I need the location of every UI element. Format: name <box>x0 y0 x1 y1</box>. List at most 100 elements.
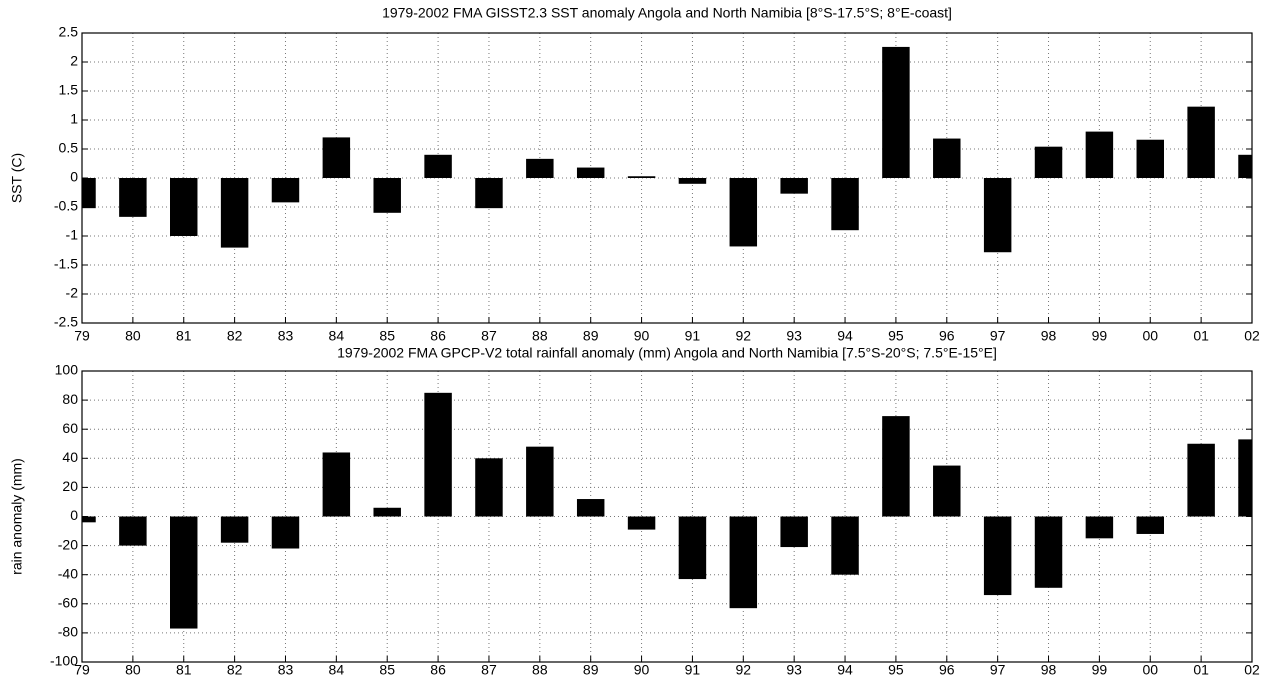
x-tick-label: 90 <box>634 328 650 344</box>
bar <box>729 516 758 609</box>
y-tick-label: 1.5 <box>59 82 79 98</box>
bar <box>1034 516 1063 588</box>
y-tick-label: 2.5 <box>59 24 79 40</box>
x-tick-label: 84 <box>329 662 345 678</box>
y-tick-label: 2 <box>70 53 78 69</box>
x-tick-label: 95 <box>888 328 904 344</box>
bar <box>1085 516 1114 539</box>
x-tick-label: 91 <box>685 662 701 678</box>
x-tick-label: 90 <box>634 662 650 678</box>
bar <box>119 178 147 217</box>
x-tick-label: 84 <box>329 328 345 344</box>
bar <box>475 178 503 209</box>
x-tick-label: 82 <box>227 662 243 678</box>
x-tick-label: 83 <box>278 662 294 678</box>
x-tick-label: 86 <box>430 328 446 344</box>
x-tick-label: 87 <box>481 662 497 678</box>
bar <box>271 178 300 203</box>
y-tick-label: -40 <box>58 565 78 581</box>
bar <box>322 137 351 178</box>
x-tick-label: 91 <box>685 328 701 344</box>
bar <box>882 46 910 178</box>
plot-frame <box>81 32 1253 324</box>
bar <box>678 516 707 580</box>
bar <box>119 516 147 546</box>
x-tick-label: 97 <box>990 662 1006 678</box>
y-tick-label: -1.5 <box>54 256 78 272</box>
x-tick-label: 85 <box>379 328 395 344</box>
y-tick-label: 100 <box>55 362 79 378</box>
y-tick-label: -2 <box>66 285 79 301</box>
bar <box>729 178 758 247</box>
x-tick-label: 94 <box>837 662 853 678</box>
bar <box>1136 139 1164 178</box>
bar <box>983 178 1012 253</box>
bar <box>933 138 961 178</box>
x-tick-label: 92 <box>736 662 752 678</box>
bar <box>627 176 656 178</box>
bar <box>220 178 249 248</box>
bar <box>1085 131 1114 178</box>
bar <box>526 158 554 178</box>
bar <box>1187 106 1215 178</box>
x-tick-label: 93 <box>786 328 802 344</box>
x-tick-label: 00 <box>1142 328 1158 344</box>
x-tick-label: 80 <box>125 328 141 344</box>
x-tick-label: 88 <box>532 328 548 344</box>
bar <box>933 465 961 517</box>
bar <box>1187 443 1215 517</box>
x-tick-label: 95 <box>888 662 904 678</box>
bars <box>82 392 1252 629</box>
bar <box>882 416 910 517</box>
y-axis-label: rain anomaly (mm) <box>9 458 25 575</box>
bar <box>220 516 249 543</box>
y-tick-label: 1 <box>70 111 78 127</box>
bar <box>831 516 859 575</box>
x-tick-label: 96 <box>939 662 955 678</box>
bar <box>576 499 605 517</box>
y-tick-label: 60 <box>62 420 78 436</box>
bar <box>271 516 300 549</box>
y-tick-label: 20 <box>62 478 78 494</box>
y-tick-label: -20 <box>58 536 78 552</box>
x-tick-label: 87 <box>481 328 497 344</box>
x-tick-label: 00 <box>1142 662 1158 678</box>
bar <box>831 178 859 231</box>
chart-title: 1979-2002 FMA GISST2.3 SST anomaly Angol… <box>382 5 952 21</box>
x-tick-label: 93 <box>786 662 802 678</box>
y-tick-label: 40 <box>62 449 78 465</box>
x-tick-label: 92 <box>736 328 752 344</box>
x-tick-label: 88 <box>532 662 548 678</box>
x-tick-label: 80 <box>125 662 141 678</box>
bar <box>170 178 198 236</box>
bar <box>1238 154 1252 178</box>
x-tick-label: 02 <box>1244 328 1260 344</box>
bar <box>82 178 96 209</box>
bar <box>780 178 808 194</box>
x-tick-label: 79 <box>74 328 90 344</box>
y-tick-label: -0.5 <box>54 198 78 214</box>
y-axis-label: SST (C) <box>9 153 25 203</box>
bar <box>983 516 1012 596</box>
x-tick-label: 99 <box>1092 662 1108 678</box>
bar <box>170 516 198 629</box>
y-tick-label: -1 <box>66 227 79 243</box>
bar <box>82 516 96 523</box>
y-tick-label: -2.5 <box>54 314 78 330</box>
x-tick-label: 02 <box>1244 662 1260 678</box>
x-tick-label: 01 <box>1193 328 1209 344</box>
bar <box>1136 516 1164 534</box>
bar <box>780 516 808 548</box>
y-tick-label: -100 <box>50 653 78 669</box>
bar <box>373 507 401 517</box>
x-tick-label: 94 <box>837 328 853 344</box>
x-tick-label: 89 <box>583 328 599 344</box>
chart-title: 1979-2002 FMA GPCP-V2 total rainfall ano… <box>337 345 997 361</box>
y-tick-label: 80 <box>62 391 78 407</box>
bar <box>322 452 351 517</box>
y-tick-label: -60 <box>58 595 78 611</box>
x-tick-label: 99 <box>1092 328 1108 344</box>
bar <box>526 446 554 517</box>
